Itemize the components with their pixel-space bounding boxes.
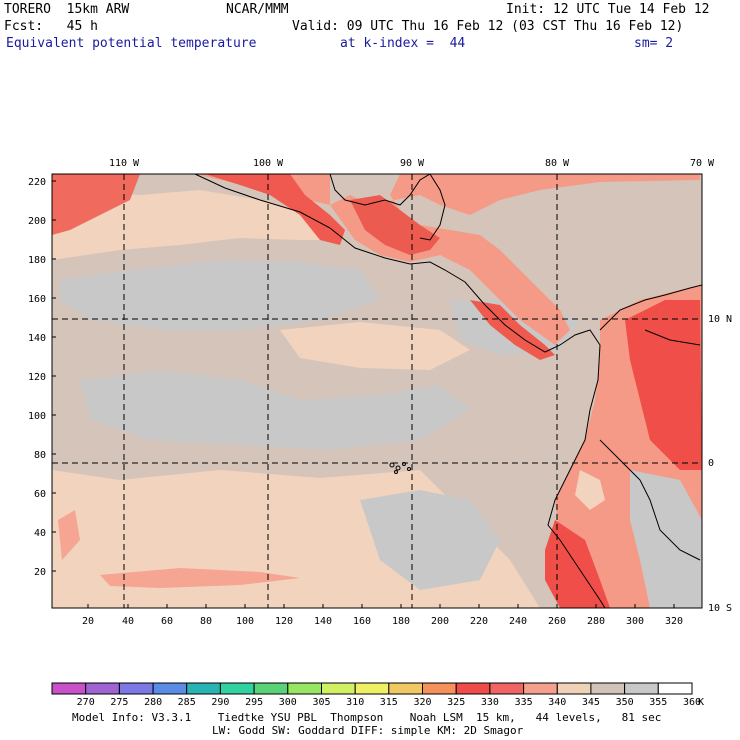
forecast-hour: Fcst: 45 h	[4, 19, 98, 34]
lat-label-0: 0	[708, 458, 714, 469]
x-label: 20	[82, 616, 94, 627]
longitude-labels: 110 W 100 W 90 W 80 W 70 W	[109, 158, 715, 169]
x-label: 120	[275, 616, 293, 627]
x-label: 220	[470, 616, 488, 627]
colorbar-label: 320	[413, 697, 431, 708]
x-label: 260	[548, 616, 566, 627]
colorbar-swatch	[321, 682, 356, 695]
colorbar-swatch	[118, 682, 154, 695]
colorbar-labels: 270 275 280 285 290 295 300 305 310 315 320 325 330 3…	[77, 697, 701, 708]
colorbar-label: 325	[447, 697, 465, 708]
colorbar-swatch	[422, 682, 457, 695]
model-info-line2: LW: Godd SW: Goddard DIFF: simple KM: 2D…	[212, 724, 524, 737]
colorbar-label: 345	[582, 697, 600, 708]
colorbar-swatch	[354, 682, 390, 695]
colorbar-swatch	[489, 682, 525, 695]
colorbar-swatch	[287, 682, 322, 695]
init-time: Init: 12 UTC Tue 14 Feb 12	[506, 2, 710, 17]
smoothing-info: sm= 2	[634, 36, 674, 51]
theta-e-field	[52, 174, 702, 608]
x-label: 180	[392, 616, 410, 627]
x-axis-ticks	[87, 604, 675, 608]
lon-label-80w: 80 W	[545, 158, 570, 169]
x-label: 40	[122, 616, 134, 627]
x-label: 320	[665, 616, 683, 627]
x-label: 60	[161, 616, 173, 627]
level-info: at k-index = 44	[340, 36, 466, 51]
colorbar-label: 335	[515, 697, 533, 708]
lon-label-70w: 70 W	[690, 158, 715, 169]
y-label: 20	[34, 567, 46, 578]
colorbar-swatch	[523, 682, 558, 695]
colorbar-swatch	[51, 682, 87, 695]
colorbar-swatch	[219, 682, 255, 695]
colorbar-swatch	[186, 682, 221, 695]
organization: NCAR/MMM	[226, 2, 289, 17]
y-label: 220	[28, 177, 46, 188]
coastlines	[194, 174, 702, 608]
colorbar-label: 340	[548, 697, 566, 708]
colorbar-swatch	[624, 682, 659, 695]
colorbar	[51, 682, 693, 695]
colorbar-swatch	[152, 682, 188, 695]
y-label: 160	[28, 294, 46, 305]
y-label: 80	[34, 450, 46, 461]
colorbar-swatch	[556, 682, 592, 695]
colorbar-label: 285	[178, 697, 196, 708]
colorbar-swatch	[388, 682, 423, 695]
x-label: 280	[587, 616, 605, 627]
x-axis-labels: 20 40 60 80 100 120 140 160 180 200 220 …	[82, 616, 683, 627]
y-label: 180	[28, 255, 46, 266]
colorbar-label: 300	[279, 697, 297, 708]
x-label: 100	[236, 616, 254, 627]
colorbar-label: 275	[110, 697, 128, 708]
valid-time: Valid: 09 UTC Thu 16 Feb 12 (03 CST Thu …	[292, 19, 684, 34]
field-name: Equivalent potential temperature	[6, 36, 257, 51]
colorbar-label: 350	[616, 697, 634, 708]
y-label: 40	[34, 528, 46, 539]
colorbar-swatch	[590, 682, 626, 695]
colorbar-label: 270	[77, 697, 95, 708]
colorbar-label: 280	[144, 697, 162, 708]
colorbar-swatch	[657, 682, 693, 695]
colorbar-label: 360	[683, 697, 701, 708]
model-info-line1: Model Info: V3.3.1 Tiedtke YSU PBL Thomp…	[72, 711, 662, 724]
colorbar-unit: K	[698, 697, 704, 708]
y-axis-ticks	[52, 180, 56, 572]
x-label: 200	[431, 616, 449, 627]
plot-frame	[51, 173, 703, 609]
model-name: TORERO 15km ARW	[4, 2, 130, 17]
y-axis-labels: 220 200 180 160 140 120 100 80 60 40 20	[28, 177, 46, 578]
y-label: 60	[34, 489, 46, 500]
x-label: 240	[509, 616, 527, 627]
colorbar-label: 290	[211, 697, 229, 708]
lon-label-90w: 90 W	[400, 158, 425, 169]
latitude-labels: 10 N 0 10 S	[708, 314, 732, 614]
colorbar-label: 310	[346, 697, 364, 708]
y-label: 140	[28, 333, 46, 344]
lat-label-10s: 10 S	[708, 603, 732, 614]
y-label: 200	[28, 216, 46, 227]
colorbar-label: 305	[312, 697, 330, 708]
y-label: 100	[28, 411, 46, 422]
colorbar-swatch	[253, 682, 289, 695]
colorbar-label: 330	[481, 697, 499, 708]
x-label: 140	[314, 616, 332, 627]
lon-label-110w: 110 W	[109, 158, 140, 169]
x-label: 160	[353, 616, 371, 627]
x-label: 300	[626, 616, 644, 627]
lat-label-10n: 10 N	[708, 314, 732, 325]
lon-label-100w: 100 W	[253, 158, 284, 169]
colorbar-label: 315	[380, 697, 398, 708]
colorbar-label: 295	[245, 697, 263, 708]
colorbar-swatch	[85, 682, 120, 695]
x-label: 80	[200, 616, 212, 627]
y-label: 120	[28, 372, 46, 383]
colorbar-swatch	[455, 682, 491, 695]
colorbar-label: 355	[649, 697, 667, 708]
lat-lon-grid	[52, 174, 702, 608]
